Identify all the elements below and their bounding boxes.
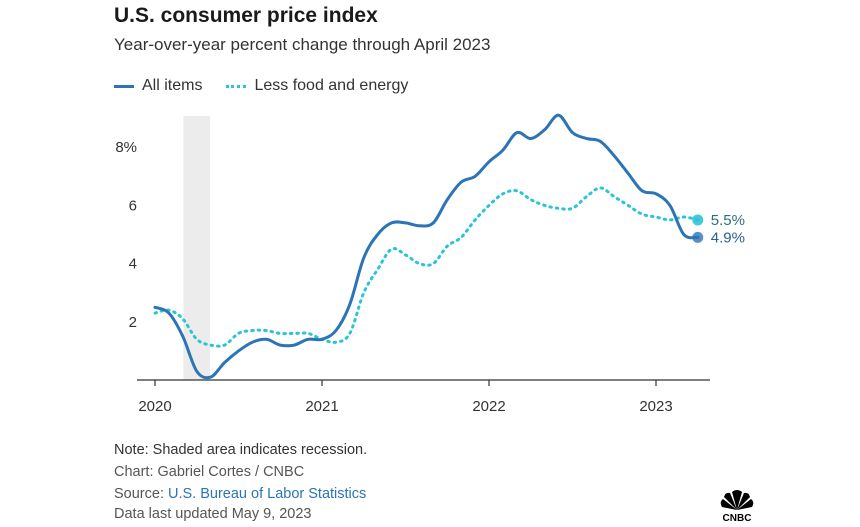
y-tick-label-8: 8% <box>115 139 137 156</box>
legend-swatch-solid <box>114 84 134 88</box>
source-line: Source: U.S. Bureau of Labor Statistics <box>114 486 366 502</box>
source-link[interactable]: U.S. Bureau of Labor Statistics <box>168 486 367 502</box>
cpi-line-chart: 2020 2021 2022 2023 2 4 6 8% 5.5%4.9% <box>115 113 745 415</box>
series-line-core <box>153 186 700 348</box>
chart-credit: Chart: Gabriel Cortes / CNBC <box>114 464 305 480</box>
y-tick-label-6: 6 <box>129 197 137 214</box>
legend-swatch-dotted <box>226 84 247 88</box>
last-updated: Data last updated May 9, 2023 <box>114 506 312 522</box>
end-label-all-items: 4.9% <box>711 229 745 246</box>
legend-label-all-items: All items <box>142 77 203 94</box>
recession-shade <box>183 116 211 380</box>
legend-item-all-items: All items <box>114 77 202 95</box>
chart-subtitle: Year-over-year percent change through Ap… <box>114 35 491 54</box>
x-tick-label-2022: 2022 <box>472 398 505 415</box>
source-prefix: Source: <box>114 486 168 502</box>
legend-label-core: Less food and energy <box>254 77 409 94</box>
end-label-core: 5.5% <box>711 212 745 229</box>
y-tick-label-2: 2 <box>129 314 137 331</box>
chart-title: U.S. consumer price index <box>114 4 378 27</box>
x-tick-label-2020: 2020 <box>138 398 171 415</box>
x-tick-label-2023: 2023 <box>639 398 672 415</box>
cnbc-peacock-logo: CNBC <box>720 490 754 524</box>
series-line-all-items <box>153 113 700 380</box>
y-tick-label-4: 4 <box>129 256 137 273</box>
end-point-all-items <box>692 231 704 243</box>
logo-wordmark: CNBC <box>723 513 752 524</box>
end-point-core <box>692 214 704 226</box>
recession-note: Note: Shaded area indicates recession. <box>114 442 368 458</box>
legend-item-core: Less food and energy <box>226 77 408 95</box>
x-tick-label-2021: 2021 <box>305 398 338 415</box>
legend: All items Less food and energy <box>114 77 432 95</box>
